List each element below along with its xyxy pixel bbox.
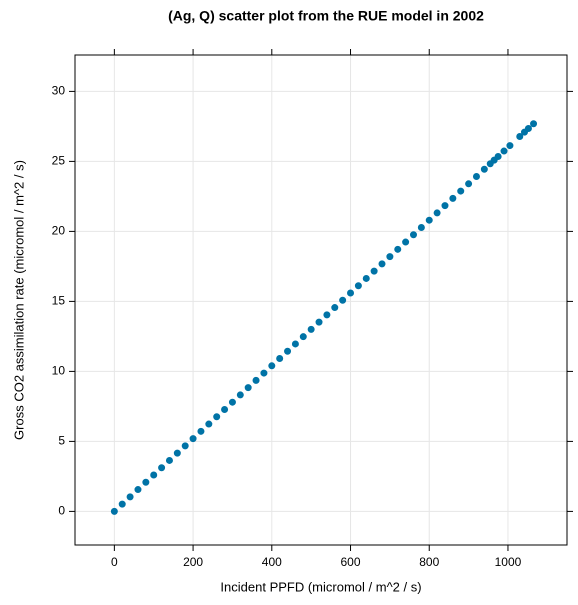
point [150,471,158,479]
y-tick-label: 15 [52,294,66,308]
point [465,180,473,188]
point [197,427,205,435]
point [417,223,425,231]
point [158,464,166,472]
point [110,507,118,515]
y-tick-label: 5 [58,434,65,448]
x-tick-label: 200 [183,555,203,569]
point [362,274,370,282]
y-tick-label: 25 [52,154,66,168]
y-tick-label: 10 [52,364,66,378]
y-tick-label: 20 [52,224,66,238]
point [181,442,189,450]
point [205,420,213,428]
point [433,209,441,217]
x-tick-label: 600 [341,555,361,569]
point [299,333,307,341]
point [173,449,181,457]
point [378,260,386,268]
point [386,253,394,261]
x-tick-label: 400 [262,555,282,569]
point [134,486,142,494]
point [425,216,433,224]
point [260,369,268,377]
point [165,456,173,464]
point [291,340,299,348]
point [516,132,524,140]
point [347,289,355,297]
x-tick-label: 800 [419,555,439,569]
point [276,355,284,363]
point [323,311,331,319]
point [449,194,457,202]
point [441,202,449,210]
point [307,325,315,333]
point [500,147,508,155]
point [284,347,292,355]
y-tick-label: 0 [58,504,65,518]
point [472,173,480,181]
point [457,187,465,195]
point [236,391,244,399]
point [506,142,514,150]
point [118,500,126,508]
point [394,245,402,253]
chart-title: (Ag, Q) scatter plot from the RUE model … [168,8,484,24]
x-tick-label: 0 [111,555,118,569]
point [315,318,323,326]
point [189,435,197,443]
point [494,153,502,160]
point [268,362,276,370]
point [370,267,378,275]
point [252,376,260,384]
x-tick-label: 1000 [495,555,522,569]
point [221,405,229,413]
point [339,296,347,304]
point [402,238,410,246]
y-tick-label: 30 [52,84,66,98]
point [480,165,488,173]
point [331,304,339,312]
point [126,493,134,501]
point [213,413,221,421]
y-axis-label: Gross CO2 assimilation rate (micromol / … [11,160,26,440]
point [524,125,532,132]
point [354,282,362,290]
point [244,384,252,392]
x-axis-label: Incident PPFD (micromol / m^2 / s) [220,579,421,594]
point [409,231,417,239]
point [530,120,538,128]
point [228,398,236,406]
plot-frame [74,54,568,546]
point [142,478,150,486]
